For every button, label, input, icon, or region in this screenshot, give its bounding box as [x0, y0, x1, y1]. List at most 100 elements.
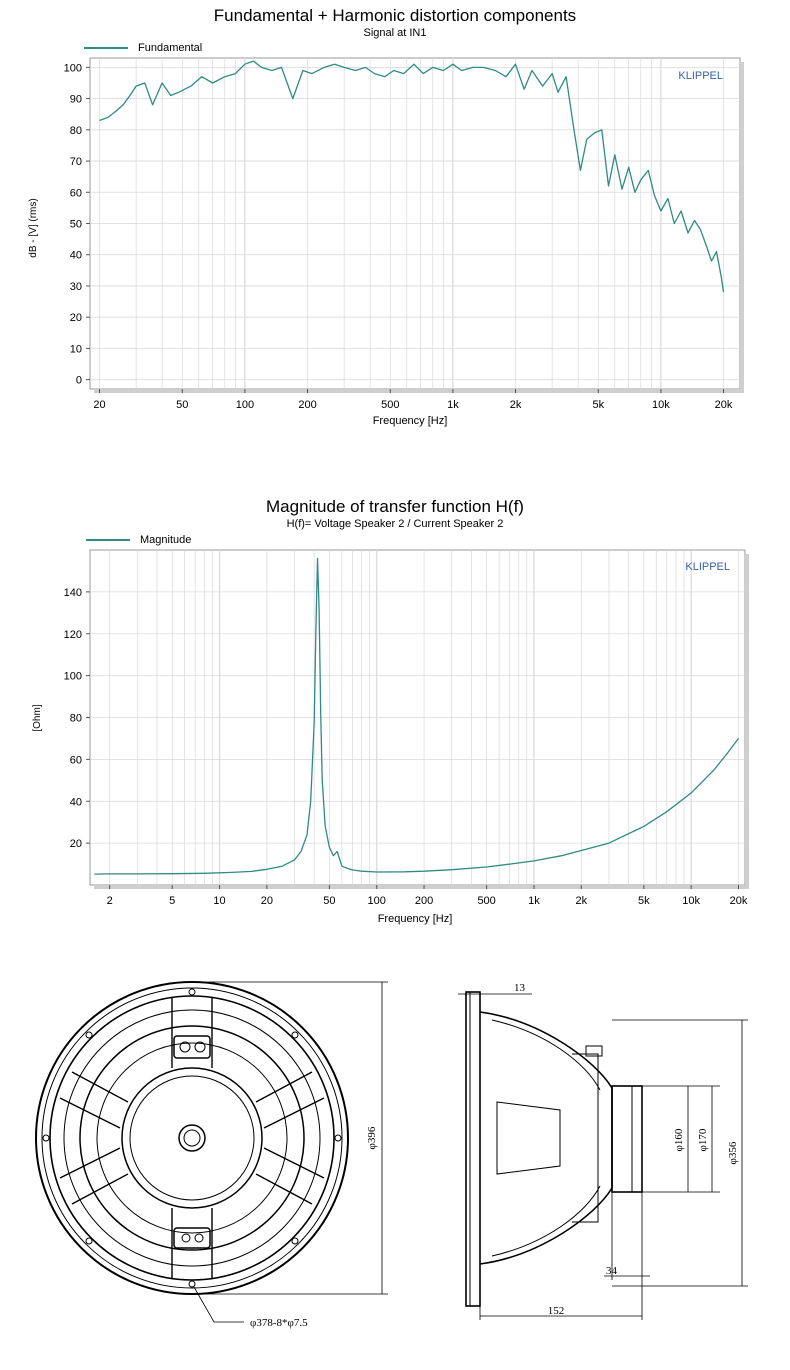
side-magnet-outer-label: φ170	[697, 1128, 709, 1151]
x-tick-label: 2k	[575, 895, 587, 907]
mounting-hole	[334, 1134, 342, 1142]
front-diameter-label: φ396	[366, 1126, 378, 1149]
chart1-subtitle: Signal at IN1	[363, 27, 427, 39]
spoke-upper-right	[255, 1071, 325, 1129]
terminal-post	[194, 1041, 206, 1053]
chart2-legend-label: Magnitude	[140, 534, 192, 546]
chart1-brand: KLIPPEL	[678, 70, 723, 82]
chart2-shadow	[745, 554, 749, 889]
side-basket-inner	[491, 1019, 601, 1257]
chart1-shadow	[740, 62, 744, 393]
y-tick-label: 90	[70, 94, 82, 106]
chart1-plot: 0 10 20 30 40 50 60 70 80 90 100 20 50 100 200 500 1k 2k…	[28, 57, 744, 427]
y-tick-label: 20	[70, 838, 82, 850]
mounting-hole	[188, 988, 196, 996]
x-tick-label: 10k	[682, 895, 700, 907]
y-tick-label: 60	[70, 187, 82, 199]
x-tick-label: 500	[477, 895, 495, 907]
dim-diameter-lines	[200, 981, 388, 1295]
chart2-shadow-bottom	[94, 885, 749, 889]
chart2-title: Magnitude of transfer function H(f)	[266, 497, 524, 516]
chart1-title: Fundamental + Harmonic distortion compon…	[213, 6, 577, 25]
front-outer-rim	[35, 981, 349, 1295]
front-rim-inner	[41, 987, 343, 1289]
x-tick-label: 10	[213, 895, 225, 907]
side-window	[496, 1101, 561, 1175]
front-cone-edge	[79, 1025, 305, 1251]
y-tick-label: 80	[70, 713, 82, 725]
front-view: φ396 φ378-8*φ7.5	[35, 981, 388, 1329]
spoke-upper-left	[59, 1071, 129, 1129]
x-tick-label: 100	[236, 399, 254, 411]
y-tick-label: 140	[64, 587, 82, 599]
x-tick-label: 2	[107, 895, 113, 907]
front-cone	[96, 1042, 288, 1234]
legend-swatch	[86, 539, 130, 541]
front-mounting-label: φ378-8*φ7.5	[250, 1317, 308, 1329]
spoke-bottom	[171, 1208, 213, 1278]
chart2-legend: Magnitude	[86, 534, 191, 546]
y-tick-label: 60	[70, 754, 82, 766]
chart1-shadow-bottom	[94, 389, 744, 393]
front-magnet-inner	[129, 1075, 255, 1201]
front-flange	[49, 995, 335, 1281]
dim-basket-lines	[612, 1019, 748, 1287]
y-tick-label: 80	[70, 125, 82, 137]
chart2-brand: KLIPPEL	[685, 561, 730, 573]
terminal-post	[179, 1041, 191, 1053]
spoke-lower-left	[59, 1147, 129, 1205]
x-tick-label: 10k	[652, 399, 670, 411]
x-tick-label: 200	[298, 399, 316, 411]
series-line-fundamental	[99, 60, 725, 293]
y-tick-label: 70	[70, 156, 82, 168]
chart2-plot: 20 40 60 80 100 120 140 2 5 10 20 50 100 200 500 1k 2k 5…	[32, 549, 749, 925]
y-tick-label: 120	[64, 629, 82, 641]
front-pole	[178, 1124, 206, 1152]
mounting-hole	[291, 1031, 299, 1039]
y-tick-label: 40	[70, 250, 82, 262]
x-tick-label: 20k	[730, 895, 748, 907]
legend-swatch	[84, 47, 128, 49]
x-tick-label: 200	[415, 895, 433, 907]
chart2-subtitle: H(f)= Voltage Speaker 2 / Current Speake…	[286, 518, 504, 530]
chart2-xlabel: Frequency [Hz]	[378, 913, 453, 925]
y-tick-label: 20	[70, 312, 82, 324]
side-terminal	[585, 1045, 603, 1057]
terminal-top	[173, 1035, 211, 1059]
side-basket	[479, 1011, 613, 1265]
terminal-bottom	[173, 1227, 211, 1249]
side-total-depth-label: 152	[548, 1305, 565, 1317]
side-basket-label: φ356	[727, 1141, 739, 1164]
y-tick-label: 100	[64, 62, 82, 74]
x-tick-label: 50	[176, 399, 188, 411]
mounting-leader	[193, 1286, 244, 1323]
side-magnet	[611, 1085, 643, 1193]
y-tick-label: 0	[76, 375, 82, 387]
x-tick-label: 20	[261, 895, 273, 907]
side-view: 13 φ160 φ170 φ356 34 152	[458, 982, 748, 1320]
y-tick-label: 30	[70, 281, 82, 293]
x-tick-label: 20k	[715, 399, 733, 411]
mounting-hole	[85, 1237, 93, 1245]
chart1-ylabel: dB - [V] (rms)	[28, 198, 39, 257]
speaker-drawing: φ396 φ378-8*φ7.5 13 φ160 φ170 φ356 34 15…	[35, 981, 748, 1329]
y-tick-label: 100	[64, 671, 82, 683]
x-tick-label: 50	[323, 895, 335, 907]
chart1-legend: Fundamental	[84, 42, 202, 54]
x-tick-label: 20	[93, 399, 105, 411]
side-magnet-inner-label: φ160	[673, 1128, 685, 1151]
dim-magnet-lines	[612, 1085, 720, 1193]
x-tick-label: 1k	[447, 399, 459, 411]
chart2-ylabel: [Ohm]	[32, 704, 43, 731]
chart1-xlabel: Frequency [Hz]	[373, 415, 448, 427]
side-frame-rear	[572, 1053, 599, 1223]
side-flange	[465, 991, 481, 1307]
dim-magnet-depth-lines	[604, 1192, 650, 1280]
x-tick-label: 5k	[592, 399, 604, 411]
front-surround	[63, 1009, 321, 1267]
y-tick-label: 50	[70, 219, 82, 231]
x-tick-label: 1k	[528, 895, 540, 907]
y-tick-label: 10	[70, 343, 82, 355]
side-flange-label: 13	[514, 982, 526, 994]
front-spokes	[59, 998, 325, 1278]
